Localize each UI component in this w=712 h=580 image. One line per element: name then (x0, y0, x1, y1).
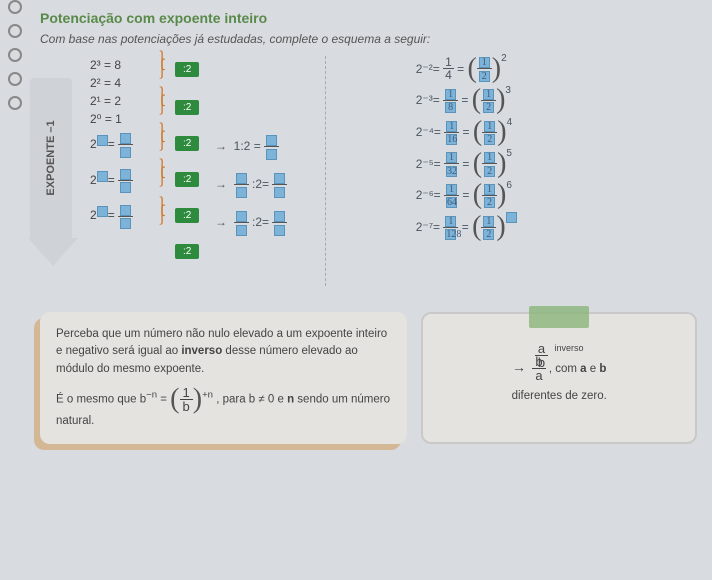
page-title: Potenciação com expoente inteiro (40, 10, 697, 26)
left-column: EXPOENTE –1 2³ = 8 2² = 4 2¹ = 2 2⁰ = 1 … (40, 56, 406, 286)
arrow-expoente: EXPOENTE –1 (28, 78, 74, 268)
power-blank-3: 2= (90, 203, 133, 229)
row-2-5: 2⁻⁵= 132 = (12)5 (416, 151, 697, 177)
brace-2: ⎱⎰ (152, 94, 172, 110)
arrow-icon: → (512, 359, 526, 375)
power-blank-1: 2= (90, 132, 133, 158)
brace-5: ⎱⎰ (152, 204, 172, 220)
div-label-1: :2 (175, 62, 199, 77)
card-left-p1: Perceba que um número não nulo elevado a… (56, 326, 391, 378)
brace-1: ⎱⎰ (152, 58, 172, 74)
row-2-6: 2⁻⁶= 164 = (12)6 (416, 183, 697, 209)
div-label-5: :2 (175, 208, 199, 223)
row-2-7: 2⁻⁷= 1128 = (12) (416, 214, 697, 240)
bottom-cards: Perceba que um número não nulo elevado a… (40, 312, 697, 444)
spiral-binding (8, 0, 22, 120)
chain-arrow-2: → :2= (215, 172, 287, 198)
row-2-2: 2⁻²= 14 = (12)2 (416, 56, 697, 82)
row-2-3: 2⁻³= 18 = (12)3 (416, 88, 697, 114)
brace-3: ⎱⎰ (152, 130, 172, 146)
page-subtitle: Com base nas potenciações já estudadas, … (40, 32, 697, 46)
div-label-2: :2 (175, 100, 199, 115)
chain-arrow-1: → 1:2 = (215, 134, 279, 160)
chain-text-3: :2= (252, 215, 269, 229)
power-blank-2: 2= (90, 168, 133, 194)
power-2-1: 2¹ = 2 (90, 92, 133, 110)
chain-text-2: :2= (252, 177, 269, 191)
inverso-label: inverso (555, 343, 584, 353)
powers-list: 2³ = 8 2² = 4 2¹ = 2 2⁰ = 1 2= 2= 2= (90, 56, 133, 229)
power-2-3: 2³ = 8 (90, 56, 133, 74)
divider-dashed (325, 56, 326, 286)
div-label-3: :2 (175, 136, 199, 151)
row-2-4: 2⁻⁴= 116 = (12)4 (416, 119, 697, 145)
card-right: ab inverso → ba , com a e b diferentes d… (421, 312, 697, 444)
div-label-4: :2 (175, 172, 199, 187)
brace-4: ⎱⎰ (152, 166, 172, 182)
chain-text-1: 1:2 = (234, 139, 261, 153)
power-2-2: 2² = 4 (90, 74, 133, 92)
main-diagram: EXPOENTE –1 2³ = 8 2² = 4 2¹ = 2 2⁰ = 1 … (40, 56, 697, 286)
card-left: Perceba que um número não nulo elevado a… (40, 312, 407, 444)
card-left-p2: É o mesmo que b−n = (1b)+n , para b ≠ 0 … (56, 386, 391, 430)
div-label-6: :2 (175, 244, 199, 259)
card-right-line2: diferentes de zero. (439, 388, 679, 405)
arrow-label: EXPOENTE –1 (45, 120, 57, 195)
right-column: 2⁻²= 14 = (12)2 2⁻³= 18 = (12)3 2⁻⁴= 116… (416, 56, 697, 286)
tape-icon (529, 306, 589, 328)
power-2-0: 2⁰ = 1 (90, 110, 133, 128)
chain-arrow-3: → :2= (215, 210, 287, 236)
